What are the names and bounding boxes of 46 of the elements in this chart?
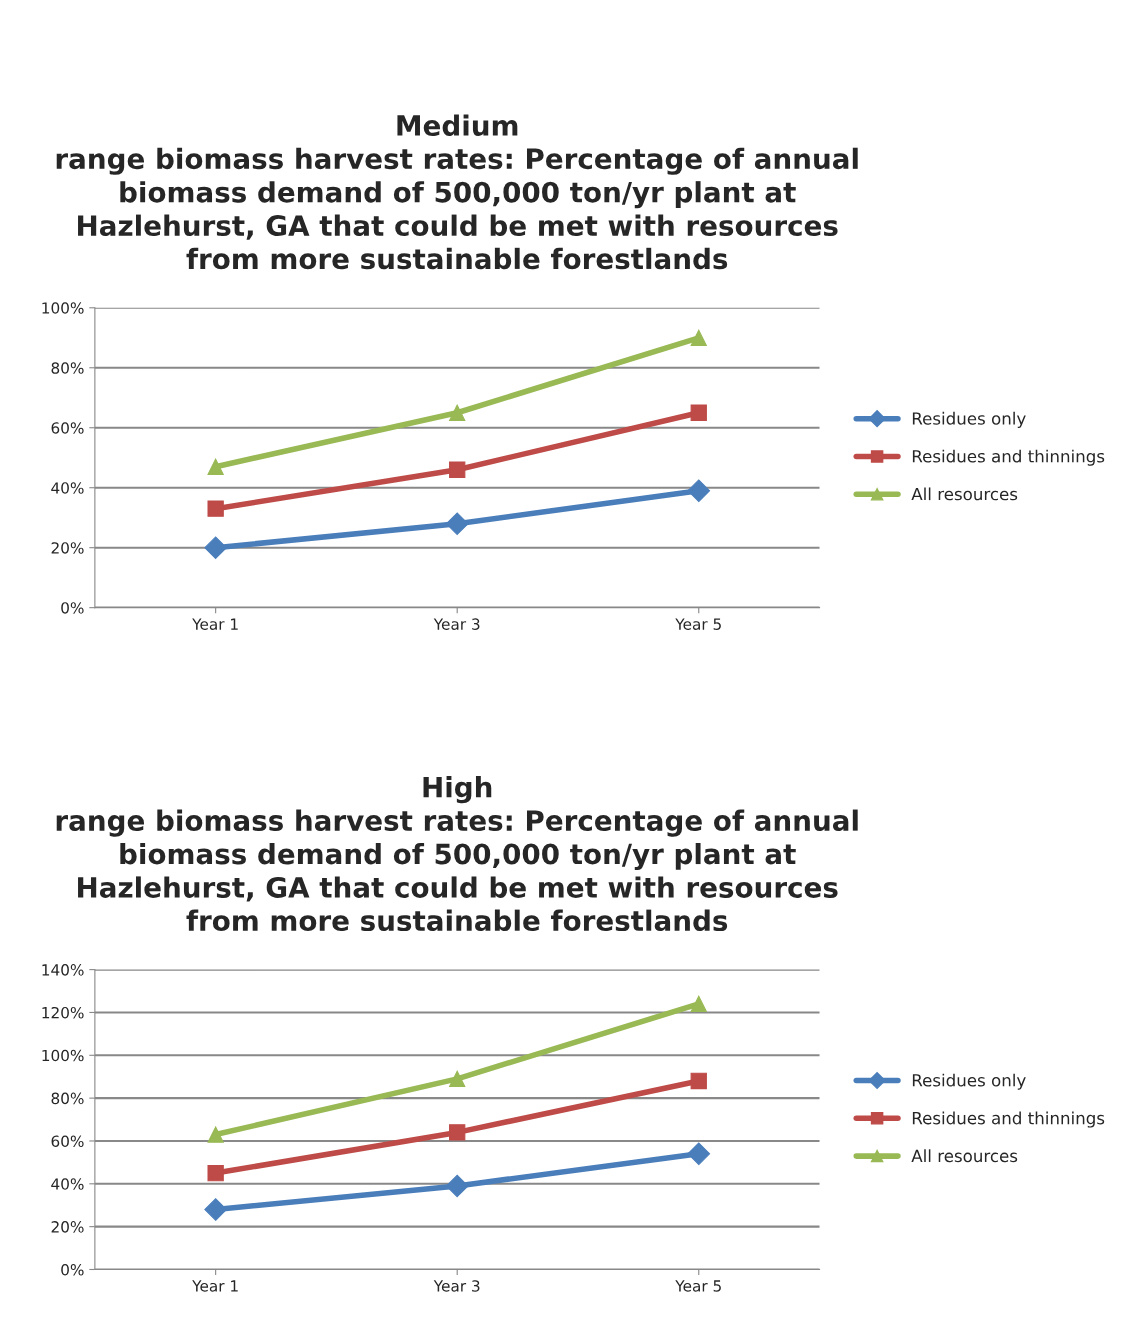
point <box>690 1072 707 1090</box>
x-tick-label: Year 5 <box>675 1280 721 1292</box>
point <box>690 995 707 1013</box>
y-tick-label: 120% <box>42 1006 84 1019</box>
point <box>204 1198 227 1221</box>
point <box>449 1070 466 1088</box>
point <box>449 404 466 421</box>
point <box>207 1126 224 1143</box>
y-tick-label: 40% <box>51 1178 84 1190</box>
legend-label: Residues only <box>912 1073 1026 1090</box>
point <box>207 1164 224 1182</box>
x-tick-label: Year 5 <box>675 618 721 630</box>
point <box>690 404 707 421</box>
y-tick-label: 80% <box>51 362 84 374</box>
y-tick-label: 20% <box>51 1221 84 1233</box>
x-tick-label: Year 3 <box>433 1280 480 1292</box>
point <box>445 1174 469 1198</box>
legend-label: All resources <box>911 487 1018 501</box>
y-tick-label: 0% <box>61 1263 84 1276</box>
legend-label: Residues only <box>912 411 1026 428</box>
point <box>449 1124 466 1141</box>
y-tick-label: 40% <box>51 482 84 494</box>
y-tick-label: 100% <box>42 302 84 314</box>
y-tick-label: 60% <box>51 422 84 434</box>
point <box>687 1142 711 1166</box>
legend-label: All resources <box>911 1149 1018 1163</box>
y-tick-label: 0% <box>61 602 84 614</box>
chart-title: Medium range biomass harvest rates: Percentage of annual biomass demand of 500,000 ton/yr plant at Hazlehurst, GA that could be met with resources from more sustainable forestlands <box>56 114 858 270</box>
y-tick-label: 60% <box>51 1135 84 1147</box>
point <box>445 512 469 536</box>
point <box>690 329 707 346</box>
y-tick-label: 20% <box>51 542 84 554</box>
legend-label: Residues and thinnings <box>912 449 1105 466</box>
y-tick-label: 80% <box>51 1092 84 1105</box>
point <box>449 461 466 478</box>
point <box>207 458 224 475</box>
y-tick-label: 100% <box>42 1049 84 1062</box>
point <box>687 479 711 503</box>
legend-label: Residues and thinnings <box>912 1111 1105 1128</box>
x-tick-label: Year 1 <box>192 618 238 630</box>
x-tick-label: Year 3 <box>433 618 480 630</box>
x-tick-label: Year 1 <box>192 1280 238 1292</box>
chart-title: High range biomass harvest rates: Percentage of annual biomass demand of 500,000 ton/yr plant at Hazlehurst, GA that could be met with resources from more sustainable forestlands <box>56 776 858 932</box>
point <box>207 500 224 517</box>
point <box>204 536 227 560</box>
y-tick-label: 140% <box>42 964 84 976</box>
